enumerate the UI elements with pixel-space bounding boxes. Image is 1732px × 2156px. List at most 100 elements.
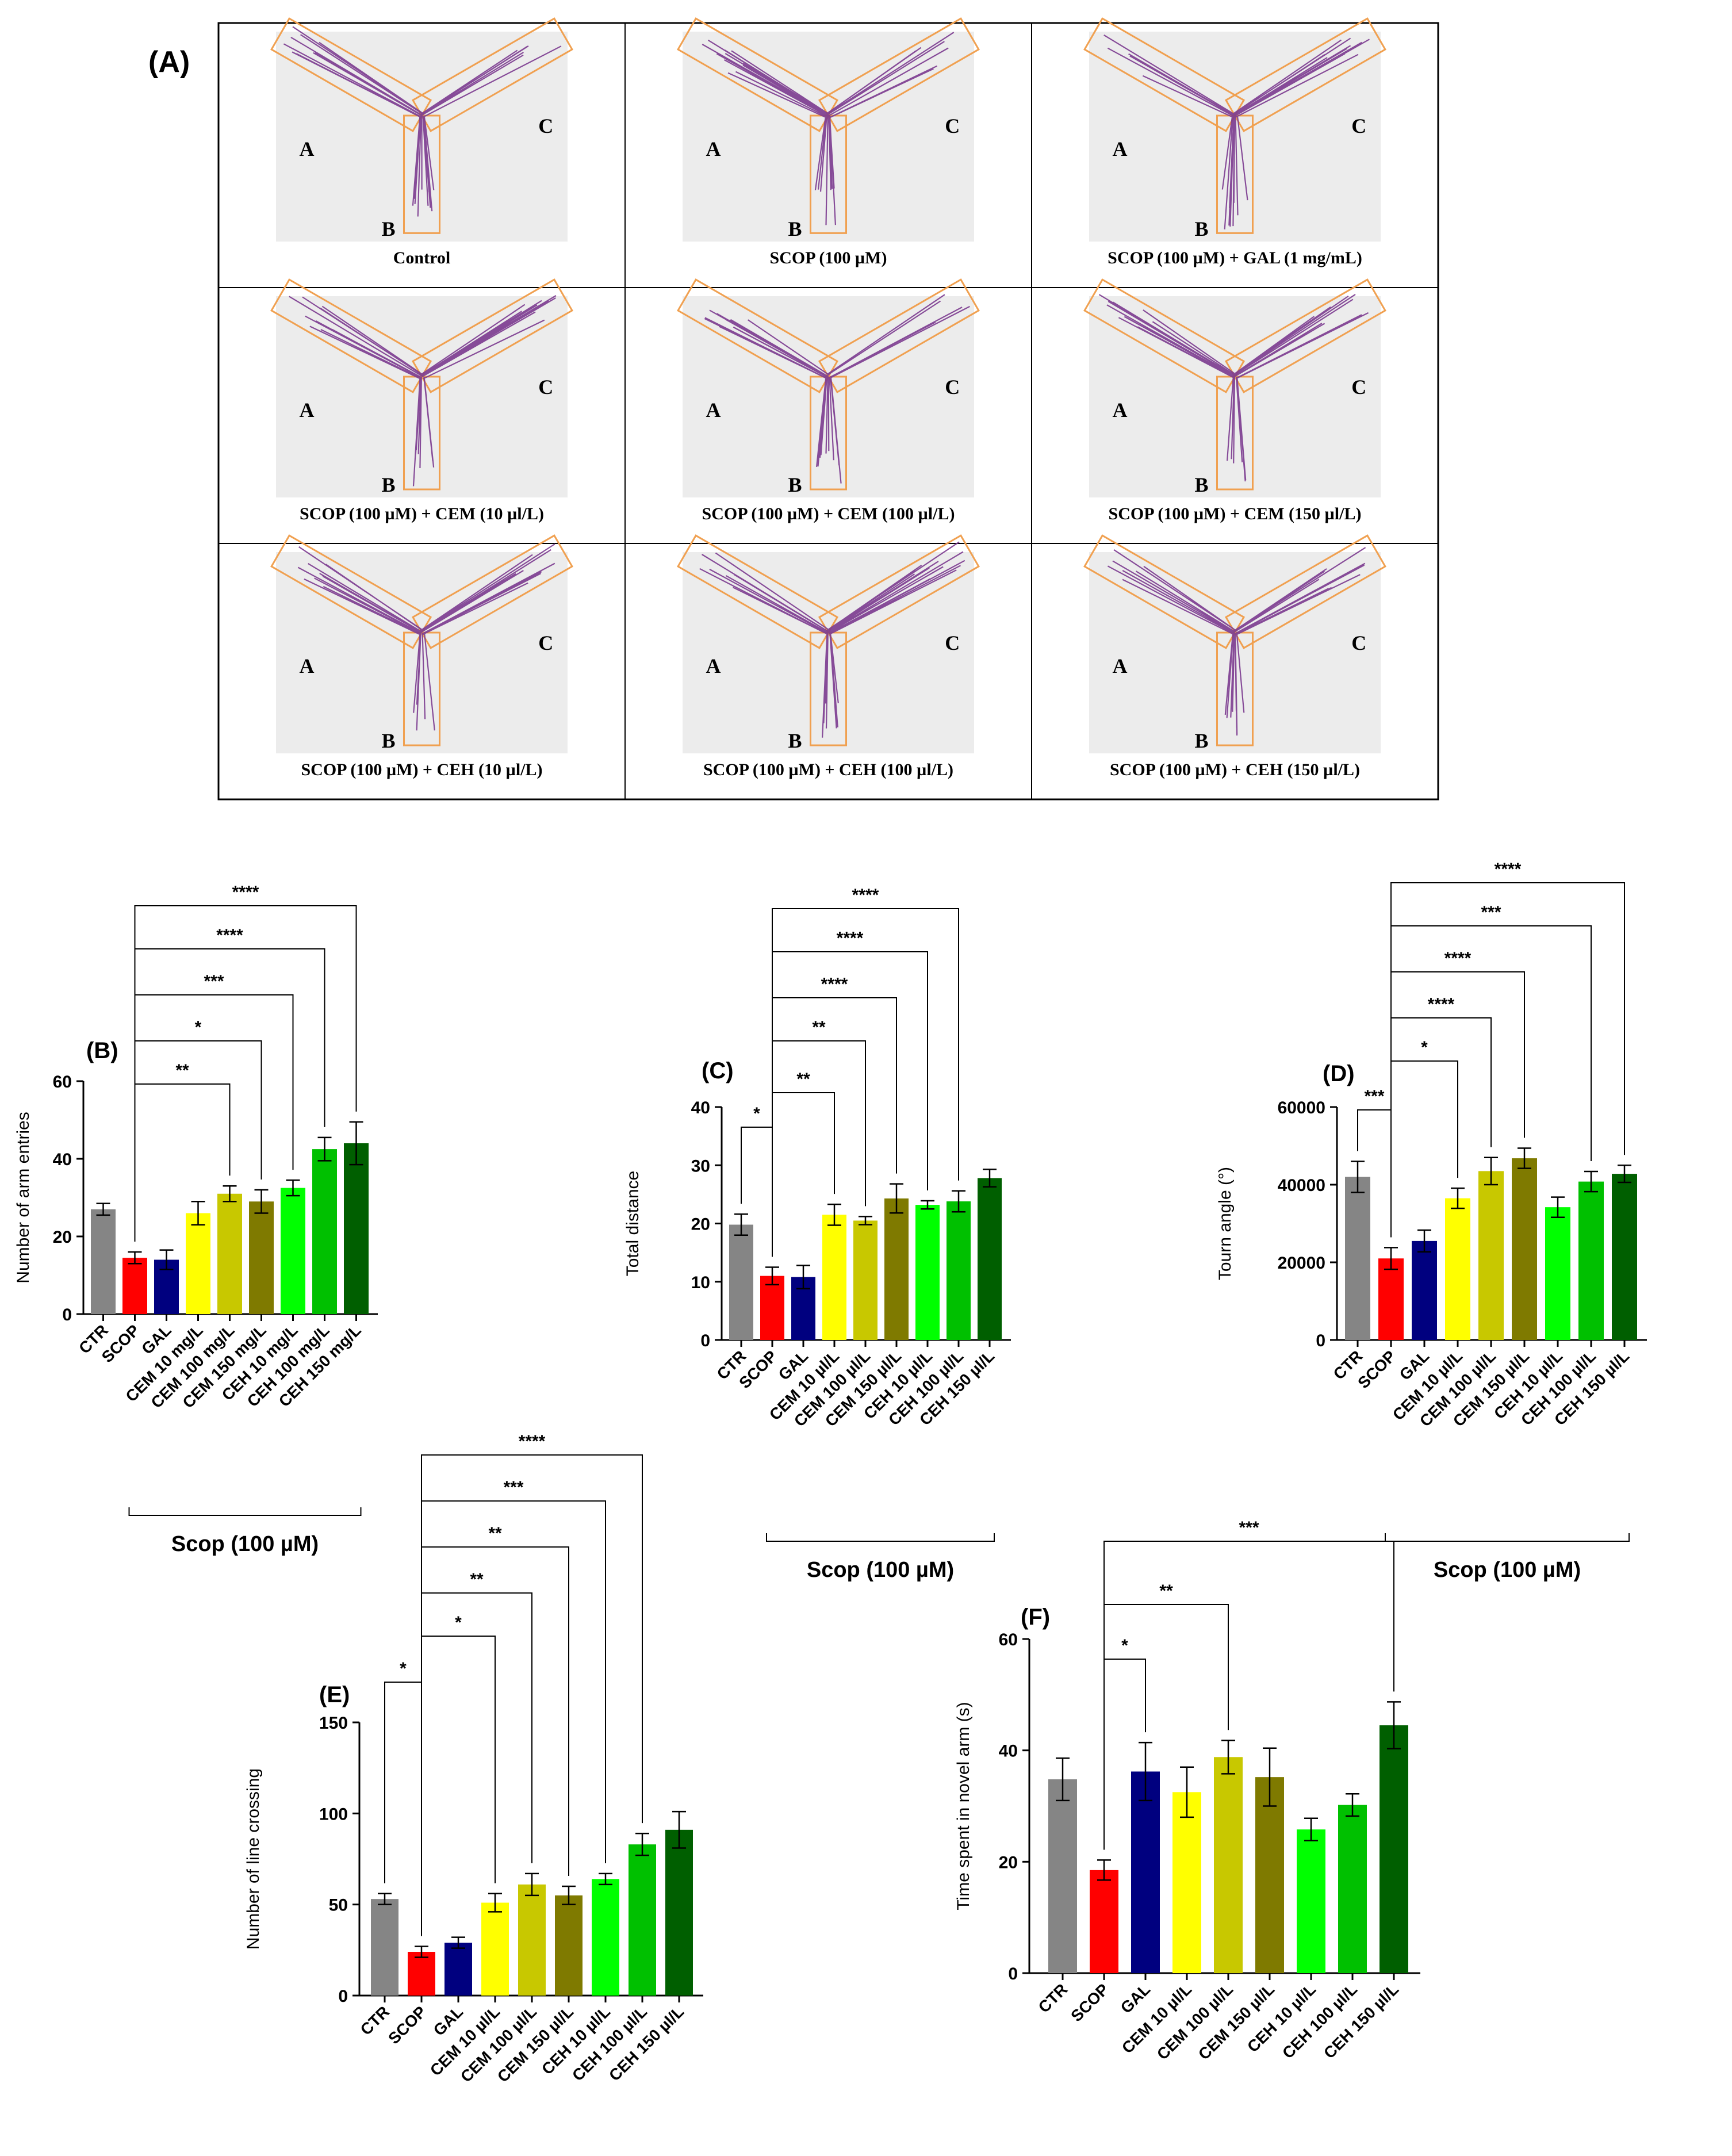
bar-ceh10 <box>281 1188 305 1314</box>
chart-panel-label: (D) <box>1323 1061 1355 1086</box>
significance-label: * <box>753 1104 760 1123</box>
y-tick-label: 40000 <box>1278 1176 1325 1195</box>
significance-label: *** <box>503 1478 523 1497</box>
maze-arm-label-a: A <box>706 399 721 422</box>
y-tick-label: 40 <box>999 1742 1018 1761</box>
maze-cell: A B C SCOP (100 µM) + CEH (150 µl/L) <box>1083 534 1386 779</box>
bar-ceh150 <box>1380 1725 1408 1973</box>
group-label: Scop (100 µM) <box>1434 1558 1581 1582</box>
significance-bracket <box>1390 882 1625 1238</box>
maze-grid-border <box>217 22 1439 801</box>
significance-label: ** <box>796 1070 810 1089</box>
bar-gal <box>1412 1240 1437 1340</box>
bar-scop <box>408 1952 435 1996</box>
significance-bracket <box>134 1083 231 1242</box>
chart-panel-label: (C) <box>702 1058 734 1083</box>
maze-arm-label-b: B <box>382 217 396 240</box>
maze-arm-outline <box>270 278 432 393</box>
significance-bracket <box>384 1682 422 1936</box>
maze-cell: A B C SCOP (100 µM) + GAL (1 mg/mL) <box>1083 17 1386 267</box>
significance-bracket <box>421 1592 532 1936</box>
significance-bracket <box>1390 1017 1492 1238</box>
maze-arm-label-b: B <box>788 217 802 240</box>
significance-bracket <box>421 1636 496 1936</box>
bar-ctr <box>91 1209 116 1314</box>
maze-caption: SCOP (100 µM) + CEH (10 µl/L) <box>301 760 543 779</box>
y-tick-label: 20 <box>691 1215 710 1234</box>
significance-label: *** <box>204 972 224 991</box>
maze-arm-label-a: A <box>300 654 315 677</box>
maze-cell: A B C SCOP (100 µM) + CEH (10 µl/L) <box>270 534 573 779</box>
y-tick-label: 60000 <box>1278 1098 1325 1117</box>
significance-label: **** <box>1428 995 1455 1014</box>
maze-track-grid: (A) A B C Control A B C SCOP (100 µM) A B C SCOP (10… <box>148 17 1439 801</box>
group-label: Scop (100 µM) <box>171 1532 319 1556</box>
y-tick-label: 150 <box>319 1714 348 1733</box>
maze-caption: SCOP (100 µM) + CEM (100 µl/L) <box>702 504 955 523</box>
maze-track-path <box>704 294 970 484</box>
y-axis-title: Tourn angle (°) <box>1216 1167 1235 1280</box>
maze-arm-label-b: B <box>1195 217 1209 240</box>
significance-label: * <box>195 1018 202 1037</box>
bar-cem100 <box>518 1884 546 1996</box>
maze-arm-label-a: A <box>706 137 721 160</box>
y-tick-label: 10 <box>691 1273 710 1292</box>
bar-scop <box>1378 1258 1404 1340</box>
y-tick-label: 20 <box>53 1228 72 1247</box>
maze-track-path <box>702 32 955 225</box>
y-tick-label: 0 <box>1316 1331 1325 1350</box>
bar-cem10 <box>822 1215 846 1340</box>
y-axis-title: Number of arm entries <box>14 1112 33 1283</box>
x-tick-label: CTR <box>1035 1980 1071 2016</box>
x-tick-label: GAL <box>1117 1980 1154 2017</box>
maze-arm-label-b: B <box>1195 729 1209 752</box>
maze-arm-label-b: B <box>382 729 396 752</box>
maze-track-path <box>297 543 555 731</box>
maze-arm-label-c: C <box>945 114 960 137</box>
maze-arm-label-a: A <box>1113 654 1128 677</box>
maze-caption: SCOP (100 µM) + CEH (100 µl/L) <box>703 760 953 779</box>
maze-arm-label-c: C <box>538 376 553 399</box>
bar-cem150 <box>249 1201 274 1314</box>
bar-cem150 <box>1255 1777 1284 1973</box>
maze-arm-label-c: C <box>945 376 960 399</box>
maze-track-path <box>1107 547 1366 736</box>
bar-ceh150 <box>1612 1174 1637 1340</box>
maze-arm-outline <box>818 278 980 393</box>
figure-label-a: (A) <box>148 45 190 79</box>
bar-cem10 <box>186 1213 210 1314</box>
significance-label: * <box>400 1659 407 1678</box>
bar-cem10 <box>1445 1198 1470 1340</box>
y-axis-title: Number of line crossing <box>244 1768 263 1950</box>
maze-cell: A B C SCOP (100 µM) + CEM (150 µl/L) <box>1083 278 1386 523</box>
y-tick-label: 60 <box>999 1630 1018 1649</box>
significance-label: ** <box>470 1570 484 1589</box>
group-bracket <box>766 1533 995 1542</box>
maze-arm-outline <box>1216 114 1254 234</box>
maze-caption: SCOP (100 µM) + CEM (150 µl/L) <box>1109 504 1362 523</box>
significance-label: *** <box>1364 1087 1384 1106</box>
y-tick-label: 40 <box>53 1150 72 1169</box>
bar-ceh10 <box>1297 1829 1325 1973</box>
maze-caption: SCOP (100 µM) + GAL (1 mg/mL) <box>1108 248 1362 267</box>
significance-label: **** <box>852 886 879 905</box>
maze-background <box>276 552 568 753</box>
bar-ceh100 <box>947 1201 971 1340</box>
x-tick-label: SCOP <box>385 2002 430 2047</box>
bar-ctr <box>1048 1779 1077 1973</box>
significance-label: * <box>1421 1038 1428 1057</box>
group-bracket <box>128 1507 362 1516</box>
significance-bracket <box>134 905 357 1242</box>
maze-cell: A B C SCOP (100 µM) + CEM (100 µl/L) <box>677 278 980 523</box>
significance-label: **** <box>868 0 895 4</box>
maze-cell: A B C SCOP (100 µM) <box>677 17 980 267</box>
bar-cem150 <box>1512 1158 1537 1340</box>
maze-caption: SCOP (100 µM) + CEH (150 µl/L) <box>1110 760 1360 779</box>
maze-arm-label-b: B <box>1195 473 1209 496</box>
bar-ceh10 <box>915 1205 940 1340</box>
maze-caption: Control <box>393 248 450 267</box>
x-tick-label: SCOP <box>1354 1347 1399 1392</box>
maze-arm-outline <box>810 376 847 491</box>
